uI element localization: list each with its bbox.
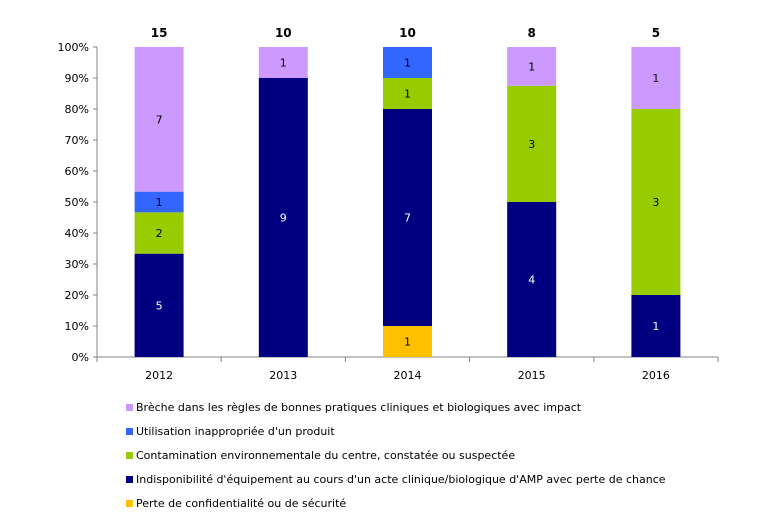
bar-segment [383,326,432,357]
legend-swatch [126,500,133,507]
y-tick-label: 50% [65,196,89,209]
total-label: 10 [399,26,416,40]
y-tick-label: 20% [65,289,89,302]
total-label: 10 [275,26,292,40]
data-label: 1 [404,88,411,101]
data-label: 7 [404,212,411,225]
data-label: 1 [156,196,163,209]
legend-swatch [126,428,133,435]
bar-segment [507,202,557,357]
data-label: 1 [404,57,411,70]
bar-segment [258,78,308,357]
y-tick-label: 40% [65,227,89,240]
total-label: 5 [652,26,660,40]
legend-label: Brèche dans les règles de bonnes pratiqu… [136,401,582,414]
data-label: 1 [652,72,659,85]
bar-segment [134,47,184,192]
legend-label: Utilisation inappropriée d'un produit [136,425,335,438]
total-label: 15 [151,26,168,40]
y-tick-label: 80% [65,103,89,116]
bar-segment [507,47,557,86]
y-tick-label: 60% [65,165,89,178]
x-tick-label: 2015 [518,369,546,382]
x-tick-label: 2014 [394,369,422,382]
bar-segment [631,109,681,295]
legend-label: Perte de confidentialité ou de sécurité [136,497,346,510]
bar-segment [383,78,432,109]
legend-swatch [126,476,133,483]
bar-segment [383,47,432,78]
x-tick-label: 2016 [642,369,670,382]
data-label: 1 [280,57,287,70]
data-label: 3 [528,138,535,151]
y-tick-label: 90% [65,72,89,85]
bar-segment [631,295,681,357]
x-tick-label: 2012 [145,369,173,382]
bar-segment [383,109,432,326]
y-tick-label: 0% [72,351,89,364]
data-label: 2 [156,227,163,240]
data-label: 4 [528,274,535,287]
data-label: 1 [652,320,659,333]
data-label: 1 [528,60,535,73]
y-tick-label: 70% [65,134,89,147]
data-label: 9 [280,212,287,225]
bar-segment [134,212,184,254]
total-label: 8 [528,26,536,40]
y-tick-label: 10% [65,320,89,333]
x-tick-label: 2013 [269,369,297,382]
bar-segment [507,85,557,202]
data-label: 3 [652,196,659,209]
bar-segment [134,191,184,213]
data-label: 7 [156,113,163,126]
legend-label: Contamination environnementale du centre… [136,449,515,462]
legend-label: Indisponibilité d'équipement au cours d'… [136,473,666,486]
data-label: 1 [404,336,411,349]
bar-segment [134,253,184,357]
data-label: 5 [156,299,163,312]
legend-swatch [126,404,133,411]
legend-swatch [126,452,133,459]
bar-segment [258,47,308,78]
bar-segment [631,47,681,109]
y-tick-label: 100% [58,41,89,54]
y-tick-label: 30% [65,258,89,271]
